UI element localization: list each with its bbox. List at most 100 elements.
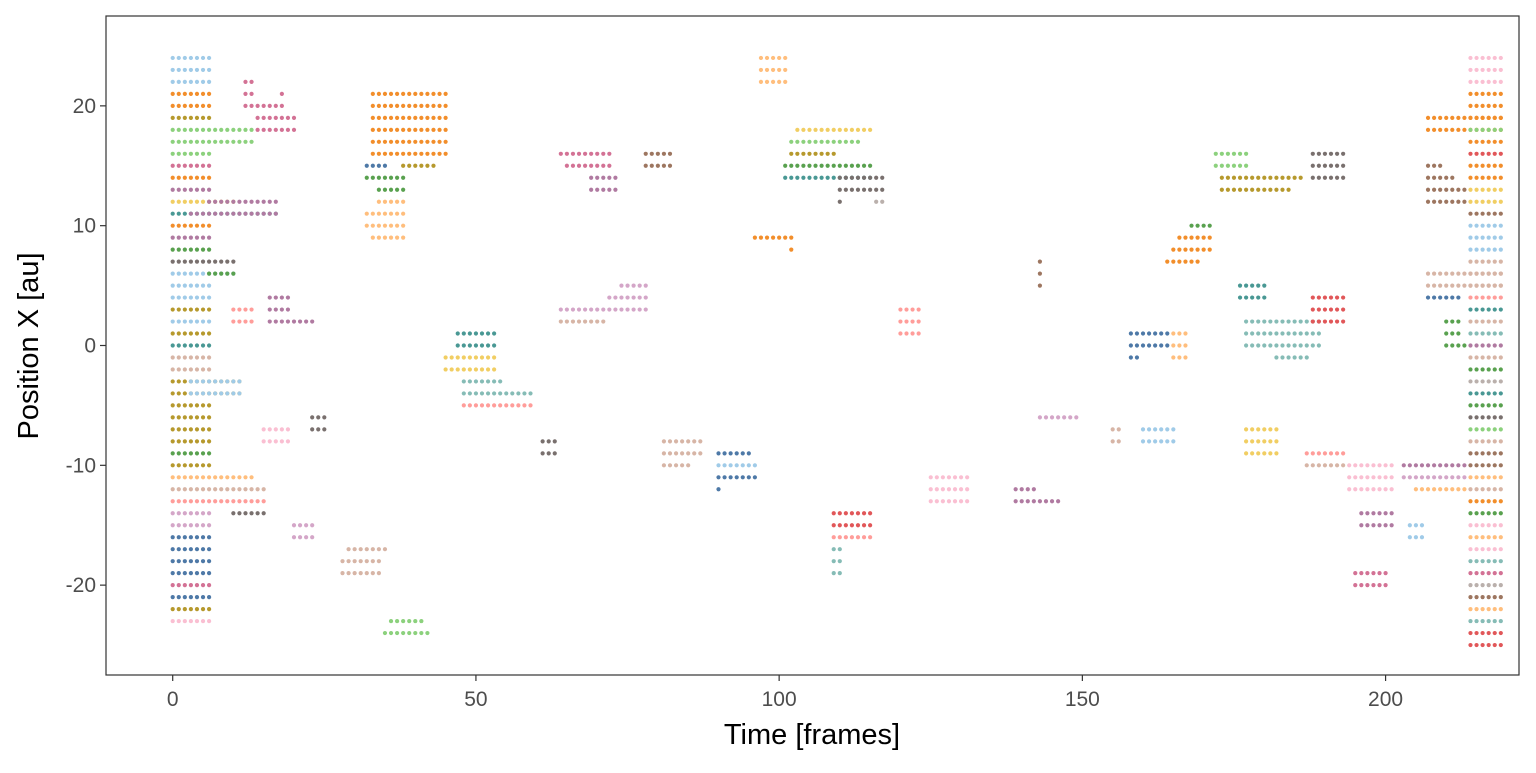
data-point [255, 199, 260, 204]
data-point [801, 175, 806, 180]
data-point [194, 439, 200, 444]
data-point [267, 307, 272, 312]
data-point [1347, 487, 1352, 492]
data-point [249, 103, 254, 108]
data-point [182, 139, 187, 144]
data-point [370, 223, 375, 228]
data-point [916, 319, 921, 324]
data-point [1444, 463, 1449, 468]
data-point [813, 163, 818, 168]
data-point [249, 307, 254, 312]
data-point [200, 283, 206, 288]
data-point [1334, 319, 1340, 324]
data-point [182, 367, 187, 372]
y-tick-label: 20 [73, 95, 96, 118]
data-point [861, 535, 867, 540]
data-point [1298, 331, 1303, 336]
data-point [1486, 630, 1491, 636]
data-point [188, 355, 193, 360]
x-tick-label: 50 [464, 688, 487, 711]
data-point [188, 271, 193, 276]
data-point [219, 379, 224, 384]
data-point [1486, 91, 1491, 96]
data-point [237, 307, 242, 312]
data-point [200, 367, 206, 372]
data-point [473, 367, 479, 372]
data-point [1498, 523, 1503, 528]
data-point [576, 151, 582, 156]
data-point [431, 91, 436, 96]
data-point [176, 499, 181, 504]
data-point [1407, 523, 1412, 528]
data-point [176, 343, 181, 348]
data-point [382, 547, 388, 552]
data-point [1498, 319, 1503, 324]
y-tick-label: -20 [66, 574, 96, 597]
data-point [868, 127, 873, 132]
data-point [340, 571, 345, 576]
data-point [249, 319, 254, 324]
data-point [965, 499, 970, 504]
data-point [874, 187, 879, 192]
data-point [1492, 319, 1497, 324]
data-point [261, 211, 266, 216]
data-point [267, 295, 272, 300]
data-point [1237, 151, 1243, 156]
data-point [200, 103, 206, 108]
data-point [1244, 319, 1249, 324]
data-point [1183, 247, 1188, 252]
data-point [206, 451, 212, 456]
data-point [182, 151, 187, 156]
data-point [322, 415, 327, 420]
data-point [188, 79, 193, 84]
data-point [1250, 331, 1255, 336]
data-point [1480, 199, 1485, 204]
data-point [1310, 163, 1315, 168]
data-point [401, 115, 406, 120]
y-tick-label: 0 [84, 335, 96, 358]
data-point [1486, 355, 1491, 360]
data-point [1468, 139, 1473, 144]
data-point [1492, 415, 1497, 420]
data-point [1310, 319, 1315, 324]
data-point [1492, 379, 1497, 384]
data-point [485, 367, 491, 372]
data-point [1268, 343, 1273, 348]
data-point [958, 487, 964, 492]
data-point [1256, 283, 1261, 288]
data-point [407, 115, 412, 120]
data-point [910, 319, 915, 324]
data-point [200, 355, 206, 360]
data-point [206, 499, 212, 504]
data-point [1377, 475, 1382, 480]
data-point [267, 319, 272, 324]
data-point [1462, 199, 1467, 204]
data-point [200, 79, 206, 84]
data-point [1189, 223, 1194, 228]
data-point [1274, 175, 1279, 180]
x-axis: 0 50 100 150 200 [167, 675, 1403, 711]
data-point [667, 451, 673, 456]
data-point [1201, 247, 1206, 252]
data-point [1262, 187, 1267, 192]
data-point [261, 439, 266, 444]
data-point [1468, 103, 1473, 108]
data-point [1432, 487, 1437, 492]
data-point [225, 487, 230, 492]
data-point [370, 547, 375, 552]
data-point [285, 427, 291, 432]
data-point [1492, 271, 1497, 276]
data-point [237, 379, 242, 384]
data-point [170, 379, 175, 384]
data-point [243, 211, 248, 216]
data-point [849, 127, 855, 132]
data-point [1492, 127, 1497, 132]
data-point [364, 223, 369, 228]
data-point [1383, 571, 1388, 576]
data-point [200, 595, 206, 600]
data-point [194, 331, 200, 336]
data-point [777, 79, 782, 84]
data-point [1262, 295, 1267, 300]
data-point [182, 523, 187, 528]
data-point [1492, 115, 1497, 120]
